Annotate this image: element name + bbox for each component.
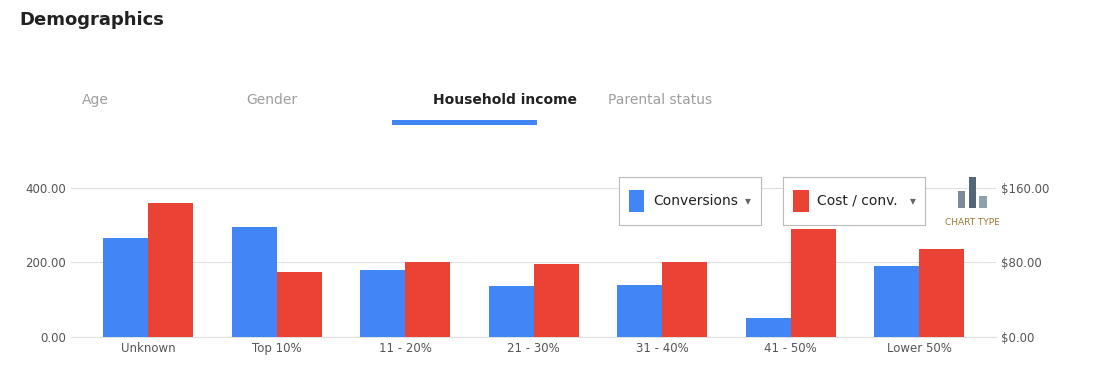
Bar: [662, 262, 707, 337]
Bar: [148, 203, 193, 337]
Text: Gender: Gender: [246, 93, 298, 108]
Bar: [920, 249, 965, 337]
Text: Conversions: Conversions: [653, 194, 738, 208]
Text: Demographics: Demographics: [20, 11, 164, 29]
Bar: [618, 285, 662, 337]
Text: ▾: ▾: [910, 195, 915, 207]
Bar: [875, 266, 920, 337]
Bar: [534, 264, 579, 337]
Bar: [957, 191, 966, 208]
Bar: [232, 227, 277, 337]
Text: Household income: Household income: [433, 93, 577, 108]
FancyBboxPatch shape: [629, 190, 644, 212]
Bar: [488, 286, 534, 337]
Text: Parental status: Parental status: [608, 93, 712, 108]
Bar: [968, 177, 977, 208]
Bar: [360, 270, 405, 337]
Bar: [405, 262, 450, 337]
Text: Age: Age: [82, 93, 110, 108]
Bar: [980, 196, 988, 208]
Text: Cost / conv.: Cost / conv.: [817, 194, 898, 208]
Bar: [277, 272, 322, 337]
Bar: [791, 229, 835, 337]
FancyBboxPatch shape: [793, 190, 808, 212]
Bar: [103, 238, 148, 337]
Bar: [746, 318, 791, 337]
Text: CHART TYPE: CHART TYPE: [945, 218, 1000, 227]
Text: ▾: ▾: [746, 195, 751, 207]
